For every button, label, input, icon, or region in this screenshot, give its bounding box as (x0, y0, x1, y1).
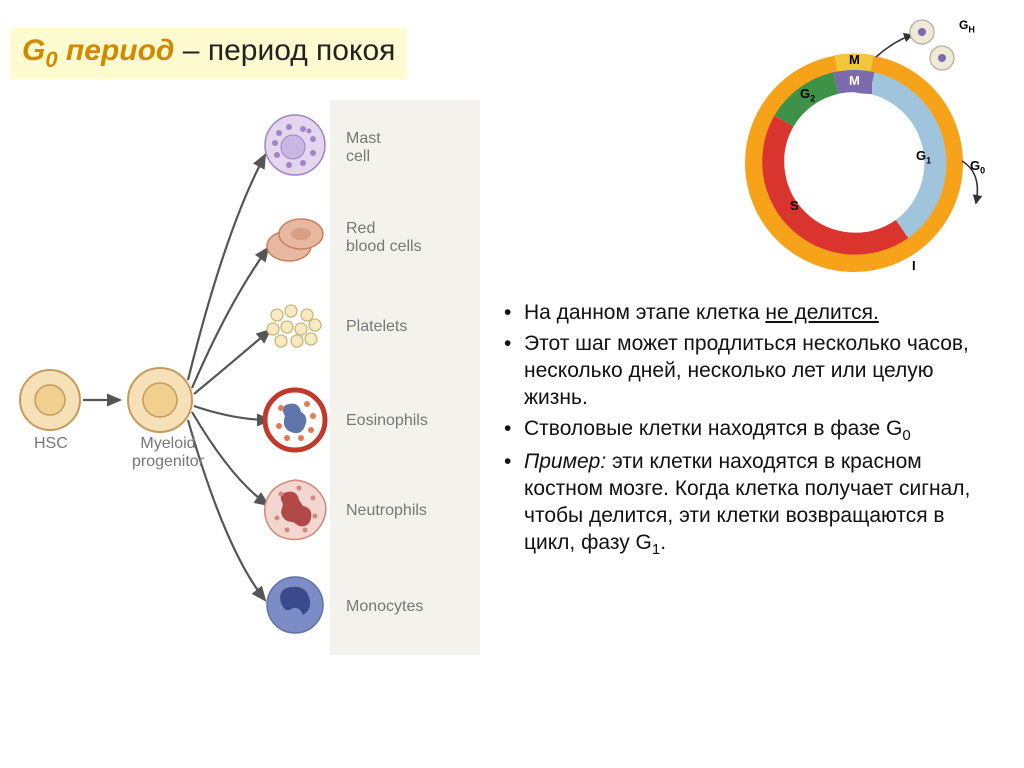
s-label: S (790, 198, 799, 213)
m-inner-label: M (849, 73, 860, 88)
rbc-icon (267, 219, 323, 261)
title-rest: – период покоя (174, 34, 395, 67)
gh-cells (910, 20, 954, 70)
bullet-3: Стволовые клетки находятся в фазе G0 (500, 416, 1000, 445)
eosinophils-label: Eosinophils (346, 412, 428, 430)
bullet-2: Этот шаг может продлиться несколько часо… (500, 331, 1000, 412)
g2-label: G2 (800, 86, 815, 104)
g0-label: G0 (970, 158, 985, 176)
hsc-cell (20, 370, 80, 430)
monocytes-label: Monocytes (346, 598, 423, 616)
mast-cell-label: Mast cell (346, 130, 381, 166)
neutrophils-label: Neutrophils (346, 502, 427, 520)
platelets-label: Platelets (346, 318, 407, 336)
bullet-list: На данном этапе клетка не делится. Этот … (500, 300, 1000, 563)
title-accent: G0 период (22, 34, 174, 67)
m-outer-label: M (849, 52, 860, 67)
cycle-svg (734, 18, 994, 278)
g1-label: G1 (916, 148, 931, 166)
hsc-label: HSC (34, 435, 68, 453)
neutrophil-icon (265, 480, 326, 540)
bullet-1: На данном этапе клетка не делится. (500, 300, 1000, 327)
monocyte-icon (267, 577, 323, 633)
eosinophil-icon (265, 390, 325, 450)
gh-label: GH (959, 18, 975, 34)
cell-label-column (330, 100, 480, 655)
mast-cell-icon (265, 115, 325, 175)
myeloid-progenitor-cell (128, 368, 192, 432)
lineage-diagram: HSC Myeloid progenitor Mast cell Red blo… (10, 100, 480, 660)
i-label: I (912, 258, 916, 273)
myeloid-label: Myeloid progenitor (128, 435, 208, 471)
cell-cycle-diagram: GH M M G2 G1 G0 S I (734, 18, 994, 278)
bullet-4: Пример: эти клетки находятся в красном к… (500, 449, 1000, 559)
rbc-label: Red blood cells (346, 220, 422, 256)
page-title: G0 период – период покоя (10, 28, 407, 79)
platelets-icon (267, 305, 321, 347)
